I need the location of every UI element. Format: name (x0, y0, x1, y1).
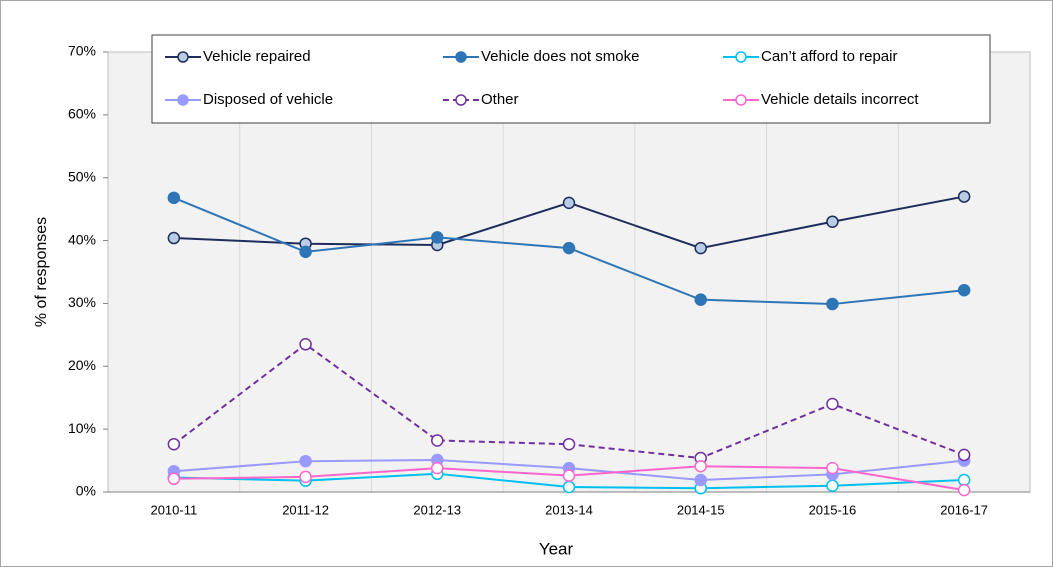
legend-marker (177, 94, 189, 106)
x-tick-label: 2011-12 (282, 502, 329, 517)
data-point (957, 283, 971, 297)
y-tick-label: 0% (76, 483, 96, 499)
data-point (431, 434, 444, 447)
data-point (431, 461, 444, 475)
data-point (957, 448, 971, 462)
data-point (431, 231, 444, 244)
legend-label: Vehicle does not smoke (481, 48, 639, 65)
legend-marker (735, 94, 747, 106)
x-tick-label: 2014-15 (677, 502, 725, 517)
data-point (299, 245, 312, 259)
y-tick-label: 30% (68, 294, 96, 310)
data-point (826, 297, 839, 311)
data-point (167, 437, 181, 451)
y-axis-title: % of responses (33, 217, 50, 327)
data-point (826, 461, 839, 475)
legend-label: Disposed of vehicle (203, 91, 333, 108)
x-tick-label: 2010-11 (150, 502, 197, 517)
data-point (299, 454, 312, 468)
y-tick-label: 10% (68, 420, 96, 436)
data-point (694, 293, 707, 306)
x-tick-label: 2012-13 (413, 502, 461, 517)
data-point (957, 190, 971, 203)
data-point (694, 241, 707, 255)
data-point (694, 459, 707, 473)
legend-label: Other (481, 91, 519, 108)
data-point (957, 483, 971, 497)
data-point (299, 338, 312, 351)
legend-label: Vehicle repaired (203, 48, 311, 65)
x-tick-label: 2016-17 (940, 502, 988, 517)
legend-box (151, 34, 991, 124)
legend-label: Can’t afford to repair (761, 48, 897, 65)
legend-marker (735, 51, 747, 63)
data-point (562, 241, 576, 255)
data-point (167, 472, 181, 486)
y-tick-label: 20% (68, 357, 96, 373)
y-tick-label: 60% (68, 106, 96, 122)
x-axis-title: Year (539, 539, 574, 558)
legend-marker (455, 51, 467, 63)
legend-marker (455, 94, 467, 106)
data-point (562, 437, 576, 451)
y-tick-label: 70% (68, 43, 96, 59)
data-point (694, 473, 707, 487)
data-point (167, 231, 181, 245)
legend-marker (177, 51, 189, 63)
x-tick-label: 2013-14 (545, 502, 593, 517)
data-point (826, 215, 839, 228)
data-point (299, 470, 312, 484)
y-tick-label: 40% (68, 231, 96, 247)
data-point (167, 191, 181, 205)
data-point (562, 480, 576, 494)
data-point (826, 479, 839, 492)
plot-area (107, 51, 1031, 493)
y-tick-label: 50% (68, 168, 96, 184)
legend-label: Vehicle details incorrect (761, 91, 919, 108)
x-tick-label: 2015-16 (809, 502, 857, 517)
data-point (562, 469, 576, 482)
data-point (562, 196, 576, 210)
data-point (826, 397, 839, 411)
